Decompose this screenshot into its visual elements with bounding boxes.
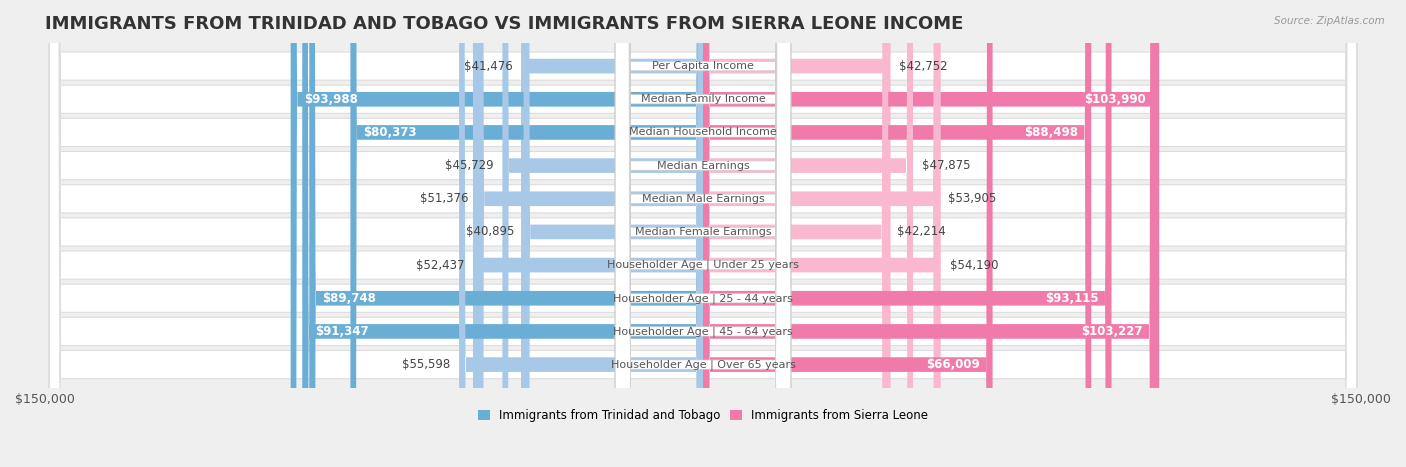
Text: $80,373: $80,373 (364, 126, 418, 139)
Text: Median Family Income: Median Family Income (641, 94, 765, 104)
FancyBboxPatch shape (502, 0, 703, 467)
Text: $40,895: $40,895 (467, 226, 515, 239)
Text: Householder Age | 45 - 64 years: Householder Age | 45 - 64 years (613, 326, 793, 337)
FancyBboxPatch shape (49, 0, 1357, 467)
FancyBboxPatch shape (616, 0, 790, 467)
FancyBboxPatch shape (460, 0, 703, 467)
Text: $55,598: $55,598 (402, 358, 450, 371)
FancyBboxPatch shape (616, 0, 790, 467)
Text: IMMIGRANTS FROM TRINIDAD AND TOBAGO VS IMMIGRANTS FROM SIERRA LEONE INCOME: IMMIGRANTS FROM TRINIDAD AND TOBAGO VS I… (45, 15, 963, 33)
Text: $103,227: $103,227 (1081, 325, 1143, 338)
FancyBboxPatch shape (309, 0, 703, 467)
FancyBboxPatch shape (616, 0, 790, 467)
FancyBboxPatch shape (616, 0, 790, 467)
FancyBboxPatch shape (703, 0, 1156, 467)
FancyBboxPatch shape (49, 0, 1357, 467)
FancyBboxPatch shape (522, 0, 703, 467)
FancyBboxPatch shape (49, 0, 1357, 467)
Text: $45,729: $45,729 (444, 159, 494, 172)
FancyBboxPatch shape (49, 0, 1357, 467)
Text: $41,476: $41,476 (464, 60, 512, 72)
FancyBboxPatch shape (703, 0, 993, 467)
Text: Householder Age | 25 - 44 years: Householder Age | 25 - 44 years (613, 293, 793, 304)
Text: $66,009: $66,009 (925, 358, 980, 371)
FancyBboxPatch shape (703, 0, 939, 467)
FancyBboxPatch shape (49, 0, 1357, 467)
Text: $103,990: $103,990 (1084, 93, 1146, 106)
FancyBboxPatch shape (616, 0, 790, 467)
FancyBboxPatch shape (703, 0, 890, 467)
FancyBboxPatch shape (616, 0, 790, 467)
Text: Median Household Income: Median Household Income (628, 127, 778, 137)
Text: $91,347: $91,347 (315, 325, 368, 338)
Text: $93,115: $93,115 (1045, 292, 1098, 305)
Legend: Immigrants from Trinidad and Tobago, Immigrants from Sierra Leone: Immigrants from Trinidad and Tobago, Imm… (472, 404, 934, 427)
FancyBboxPatch shape (703, 0, 1091, 467)
FancyBboxPatch shape (616, 0, 790, 467)
FancyBboxPatch shape (703, 0, 1112, 467)
Text: Householder Age | Over 65 years: Householder Age | Over 65 years (610, 359, 796, 370)
FancyBboxPatch shape (49, 0, 1357, 467)
FancyBboxPatch shape (49, 0, 1357, 467)
FancyBboxPatch shape (703, 0, 1159, 467)
Text: $53,905: $53,905 (948, 192, 997, 205)
FancyBboxPatch shape (478, 0, 703, 467)
FancyBboxPatch shape (523, 0, 703, 467)
Text: $47,875: $47,875 (922, 159, 970, 172)
Text: $54,190: $54,190 (949, 259, 998, 272)
FancyBboxPatch shape (703, 0, 889, 467)
FancyBboxPatch shape (49, 0, 1357, 467)
Text: Median Earnings: Median Earnings (657, 161, 749, 170)
Text: Householder Age | Under 25 years: Householder Age | Under 25 years (607, 260, 799, 270)
Text: Median Male Earnings: Median Male Earnings (641, 194, 765, 204)
FancyBboxPatch shape (703, 0, 912, 467)
Text: $42,752: $42,752 (900, 60, 948, 72)
FancyBboxPatch shape (350, 0, 703, 467)
Text: Per Capita Income: Per Capita Income (652, 61, 754, 71)
FancyBboxPatch shape (703, 0, 941, 467)
Text: $88,498: $88,498 (1024, 126, 1078, 139)
Text: $89,748: $89,748 (322, 292, 377, 305)
FancyBboxPatch shape (616, 0, 790, 467)
FancyBboxPatch shape (291, 0, 703, 467)
FancyBboxPatch shape (49, 0, 1357, 467)
Text: $51,376: $51,376 (420, 192, 468, 205)
FancyBboxPatch shape (302, 0, 703, 467)
FancyBboxPatch shape (616, 0, 790, 467)
Text: $52,437: $52,437 (416, 259, 464, 272)
Text: Source: ZipAtlas.com: Source: ZipAtlas.com (1274, 16, 1385, 26)
FancyBboxPatch shape (49, 0, 1357, 467)
Text: Median Female Earnings: Median Female Earnings (634, 227, 772, 237)
Text: $93,988: $93,988 (304, 93, 357, 106)
Text: $42,214: $42,214 (897, 226, 946, 239)
FancyBboxPatch shape (472, 0, 703, 467)
FancyBboxPatch shape (616, 0, 790, 467)
